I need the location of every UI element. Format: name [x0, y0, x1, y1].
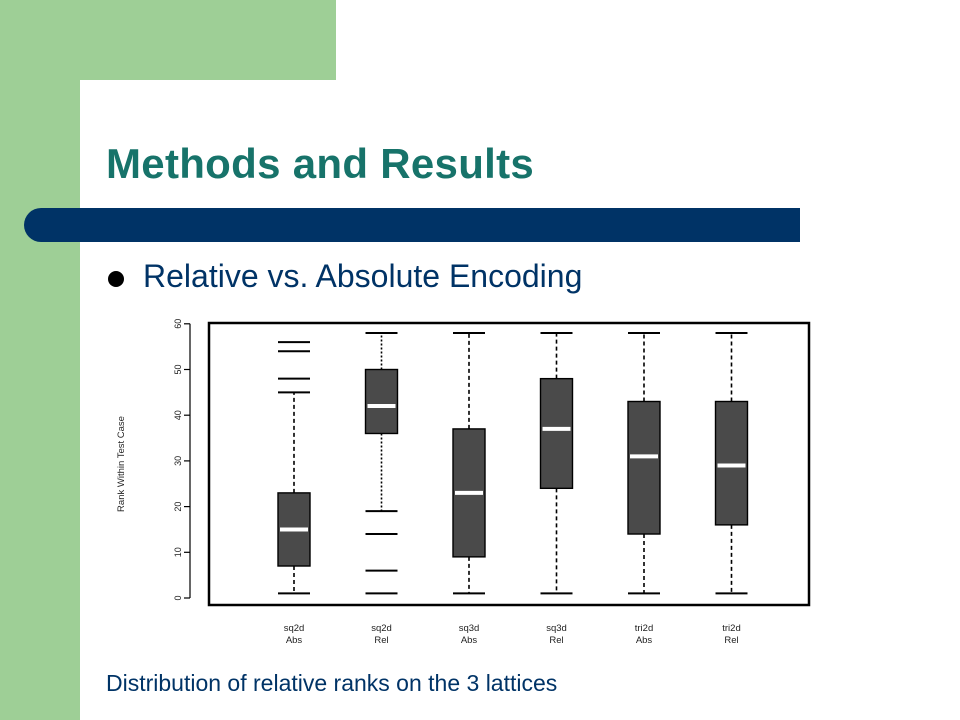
box-iqr	[627, 400, 661, 535]
figure-caption: Distribution of relative ranks on the 3 …	[106, 670, 558, 696]
y-tick-label: 60	[173, 319, 183, 329]
x-tick-label-line2: Rel	[549, 635, 563, 646]
x-tick-label-line1: tri2d	[722, 623, 740, 634]
x-tick-label-line2: Abs	[286, 635, 303, 646]
y-axis: 0 10 20 30 40 50 60	[173, 319, 191, 601]
x-tick-label-line1: sq2d	[284, 623, 305, 634]
y-tick-label: 40	[173, 410, 183, 420]
boxes-group	[277, 331, 749, 595]
x-axis-labels: sq2dAbssq2dRelsq3dAbssq3dReltri2dAbstri2…	[284, 623, 741, 646]
box-sq3d-abs	[452, 331, 486, 595]
x-tick-label-line1: sq3d	[459, 623, 480, 634]
box-sq2d-abs	[277, 341, 311, 595]
y-tick-label: 30	[173, 456, 183, 466]
box-iqr	[364, 368, 399, 435]
x-tick-label-line2: Rel	[374, 635, 388, 646]
x-tick-label-line1: sq3d	[546, 623, 567, 634]
box-iqr	[714, 400, 749, 526]
x-tick-label-line2: Rel	[724, 635, 738, 646]
box-plot-chart: 0 10 20 30 40 50 60 Rank Within Test Case sq2d…	[116, 319, 811, 646]
x-tick-label-line2: Abs	[461, 635, 478, 646]
slide-title: Methods and Results	[106, 140, 535, 187]
title-underline-bar	[24, 208, 800, 242]
y-tick-label: 0	[173, 595, 183, 600]
x-tick-label-line2: Abs	[636, 635, 653, 646]
plot-frame	[207, 321, 811, 607]
bullet-text: Relative vs. Absolute Encoding	[143, 258, 583, 294]
box-sq3d-rel	[539, 331, 574, 595]
y-axis-label: Rank Within Test Case	[116, 416, 127, 512]
green-side-band	[0, 0, 80, 720]
bullet-dot-icon	[108, 271, 124, 287]
box-sq2d-rel	[364, 331, 399, 595]
x-tick-label-line1: sq2d	[371, 623, 392, 634]
y-tick-label: 20	[173, 502, 183, 512]
box-tri2d-rel	[714, 331, 749, 595]
slide-card	[80, 80, 960, 720]
box-iqr	[539, 377, 574, 490]
x-tick-label-line1: tri2d	[635, 623, 653, 634]
green-top-band	[0, 0, 336, 80]
y-tick-label: 10	[173, 547, 183, 557]
box-tri2d-abs	[627, 331, 661, 595]
y-tick-label: 50	[173, 364, 183, 374]
